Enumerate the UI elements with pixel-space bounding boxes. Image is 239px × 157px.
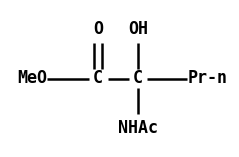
Text: O: O bbox=[93, 20, 103, 38]
Text: MeO: MeO bbox=[17, 70, 47, 87]
Text: Pr-n: Pr-n bbox=[188, 70, 228, 87]
Text: NHAc: NHAc bbox=[118, 119, 158, 137]
Text: C: C bbox=[93, 70, 103, 87]
Text: C: C bbox=[133, 70, 143, 87]
Text: OH: OH bbox=[128, 20, 148, 38]
